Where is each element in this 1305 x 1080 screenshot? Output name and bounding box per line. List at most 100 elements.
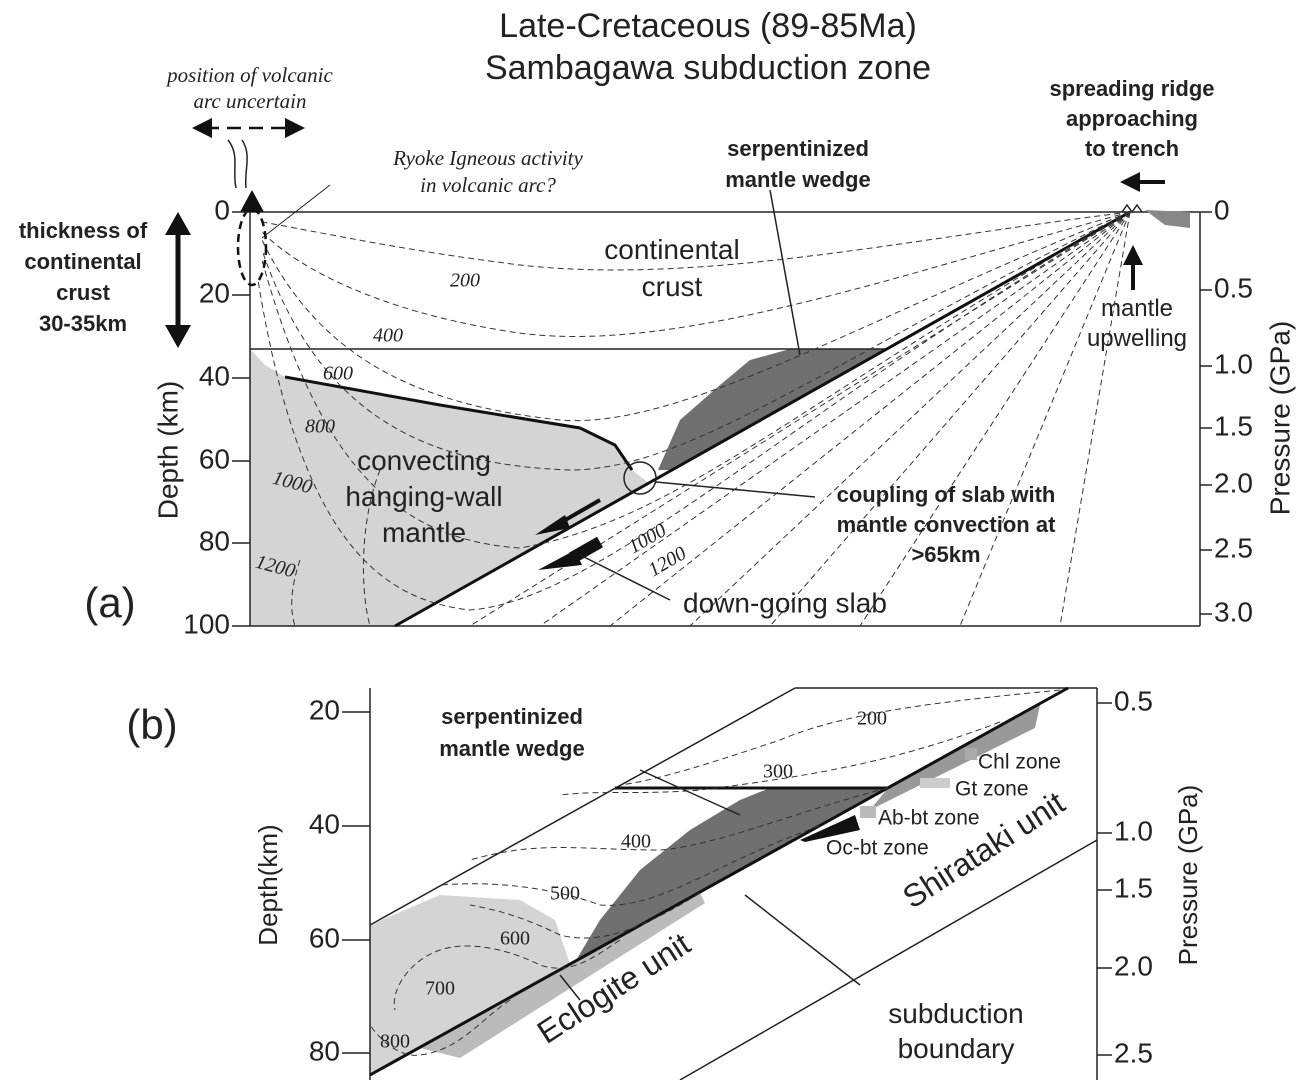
isotherm-label: 600 bbox=[500, 928, 530, 950]
isotherm-label: 400 bbox=[373, 325, 403, 347]
tick-label: 0 bbox=[214, 194, 230, 225]
label-line: mantle bbox=[1101, 295, 1173, 322]
label-line: continental bbox=[24, 249, 141, 274]
panel-label: (a) bbox=[84, 579, 135, 626]
isotherm-label: 200 bbox=[450, 270, 480, 292]
label-line: mantle bbox=[382, 517, 466, 548]
tick-label: 20 bbox=[309, 694, 340, 725]
shape bbox=[965, 748, 977, 760]
label-line: approaching bbox=[1066, 106, 1198, 131]
label-line: crust bbox=[642, 271, 703, 302]
tick-label: 40 bbox=[199, 360, 230, 391]
shape bbox=[540, 212, 1130, 626]
zone-label: Gt zone bbox=[955, 778, 1029, 801]
label: mantle upwelling bbox=[1087, 295, 1187, 352]
shape bbox=[1122, 205, 1142, 212]
shape bbox=[285, 118, 305, 138]
label-line: upwelling bbox=[1087, 325, 1187, 352]
tick-label: 2.0 bbox=[1214, 467, 1253, 498]
shape bbox=[1200, 212, 1212, 614]
tick-label: 80 bbox=[309, 1035, 340, 1066]
label-line: mantle wedge bbox=[725, 167, 870, 192]
label: down-going slab bbox=[683, 587, 887, 618]
shape bbox=[960, 212, 1130, 626]
shape bbox=[240, 190, 264, 212]
label: serpentinized mantle wedge bbox=[439, 704, 584, 761]
shape bbox=[165, 325, 191, 348]
isotherm-label: 200 bbox=[857, 708, 887, 730]
label-line: >65km bbox=[911, 542, 980, 567]
shape bbox=[1145, 210, 1190, 228]
label-line: in volcanic arc? bbox=[420, 173, 556, 197]
label-line: subduction bbox=[888, 998, 1023, 1029]
label-line: serpentinized bbox=[441, 704, 583, 729]
shape bbox=[228, 140, 247, 188]
tick-label: 1.0 bbox=[1214, 348, 1253, 379]
isotherm-label: 600 bbox=[323, 363, 353, 385]
label: serpentinized mantle wedge bbox=[725, 136, 870, 192]
label: spreading ridge approaching to trench bbox=[1049, 76, 1214, 161]
tick-label: 80 bbox=[199, 525, 230, 556]
label-line: coupling of slab with bbox=[837, 482, 1056, 507]
zone-label: Ab-bt zone bbox=[878, 807, 980, 830]
tick-label: 1.0 bbox=[1114, 815, 1153, 846]
label-line: Late-Cretaceous (89-85Ma) bbox=[499, 7, 917, 45]
panel-label: (b) bbox=[126, 701, 177, 748]
label-line: serpentinized bbox=[727, 136, 869, 161]
figure: Late-Cretaceous (89-85Ma) Sambagawa subdu… bbox=[0, 0, 1305, 1080]
tick-label: 3.0 bbox=[1214, 596, 1253, 627]
axis-title: Pressure (GPa) bbox=[1173, 785, 1203, 966]
shape bbox=[1120, 172, 1140, 192]
label-line: arc uncertain bbox=[194, 89, 307, 113]
label-line: to trench bbox=[1085, 136, 1179, 161]
shape bbox=[1123, 245, 1143, 265]
shape bbox=[192, 118, 212, 138]
shape bbox=[860, 212, 1130, 626]
tick-label: 1.5 bbox=[1214, 410, 1253, 441]
isotherm-label: 800 bbox=[380, 1031, 410, 1053]
shape bbox=[860, 806, 876, 818]
tick-label: 20 bbox=[199, 277, 230, 308]
label-line: Ryoke Igneous activity bbox=[392, 146, 583, 170]
label-line: spreading ridge bbox=[1049, 76, 1214, 101]
tick-label: 0.5 bbox=[1114, 685, 1153, 716]
isotherm-label: 800 bbox=[305, 416, 335, 438]
label-line: convecting bbox=[357, 445, 491, 476]
shape bbox=[770, 190, 800, 355]
label-line: position of volcanic bbox=[165, 63, 333, 87]
tick-label: 2.5 bbox=[1214, 532, 1253, 563]
tick-label: 2.5 bbox=[1114, 1037, 1153, 1068]
isotherm-label: 700 bbox=[425, 978, 455, 1000]
tick-label: 1.5 bbox=[1114, 872, 1153, 903]
tick-label: 60 bbox=[309, 922, 340, 953]
isotherm-label: 500 bbox=[550, 883, 580, 905]
shape bbox=[165, 212, 191, 235]
axis-title: Depth (km) bbox=[152, 381, 183, 519]
label: subduction boundary bbox=[888, 998, 1023, 1064]
label-line: Sambagawa subduction zone bbox=[485, 49, 931, 87]
isotherm-label: 400 bbox=[621, 831, 651, 853]
label-line: 30-35km bbox=[39, 311, 127, 336]
title: Late-Cretaceous (89-85Ma) Sambagawa subdu… bbox=[485, 7, 931, 87]
shape bbox=[238, 209, 266, 285]
shape bbox=[745, 895, 860, 985]
axis-title: Depth(km) bbox=[253, 824, 283, 945]
tick-label: 40 bbox=[309, 808, 340, 839]
shape bbox=[572, 542, 600, 558]
axis-title: Pressure (GPa) bbox=[1264, 321, 1295, 516]
label: coupling of slab withmantle convection a… bbox=[837, 482, 1057, 567]
label-line: boundary bbox=[898, 1033, 1015, 1064]
shape bbox=[680, 840, 1097, 1080]
tick-label: 2.0 bbox=[1114, 950, 1153, 981]
zone-label: Chl zone bbox=[978, 751, 1061, 774]
label-line: thickness of bbox=[19, 218, 148, 243]
shape bbox=[920, 778, 950, 788]
tick-label: 60 bbox=[199, 443, 230, 474]
shape bbox=[1060, 212, 1130, 626]
isotherm-label: 300 bbox=[763, 761, 793, 783]
label-line: mantle wedge bbox=[439, 736, 584, 761]
label: Ryoke Igneous activity in volcanic arc? bbox=[392, 146, 583, 197]
label-line: crust bbox=[56, 280, 110, 305]
label: thickness of continental crust 30-35km bbox=[19, 218, 148, 336]
